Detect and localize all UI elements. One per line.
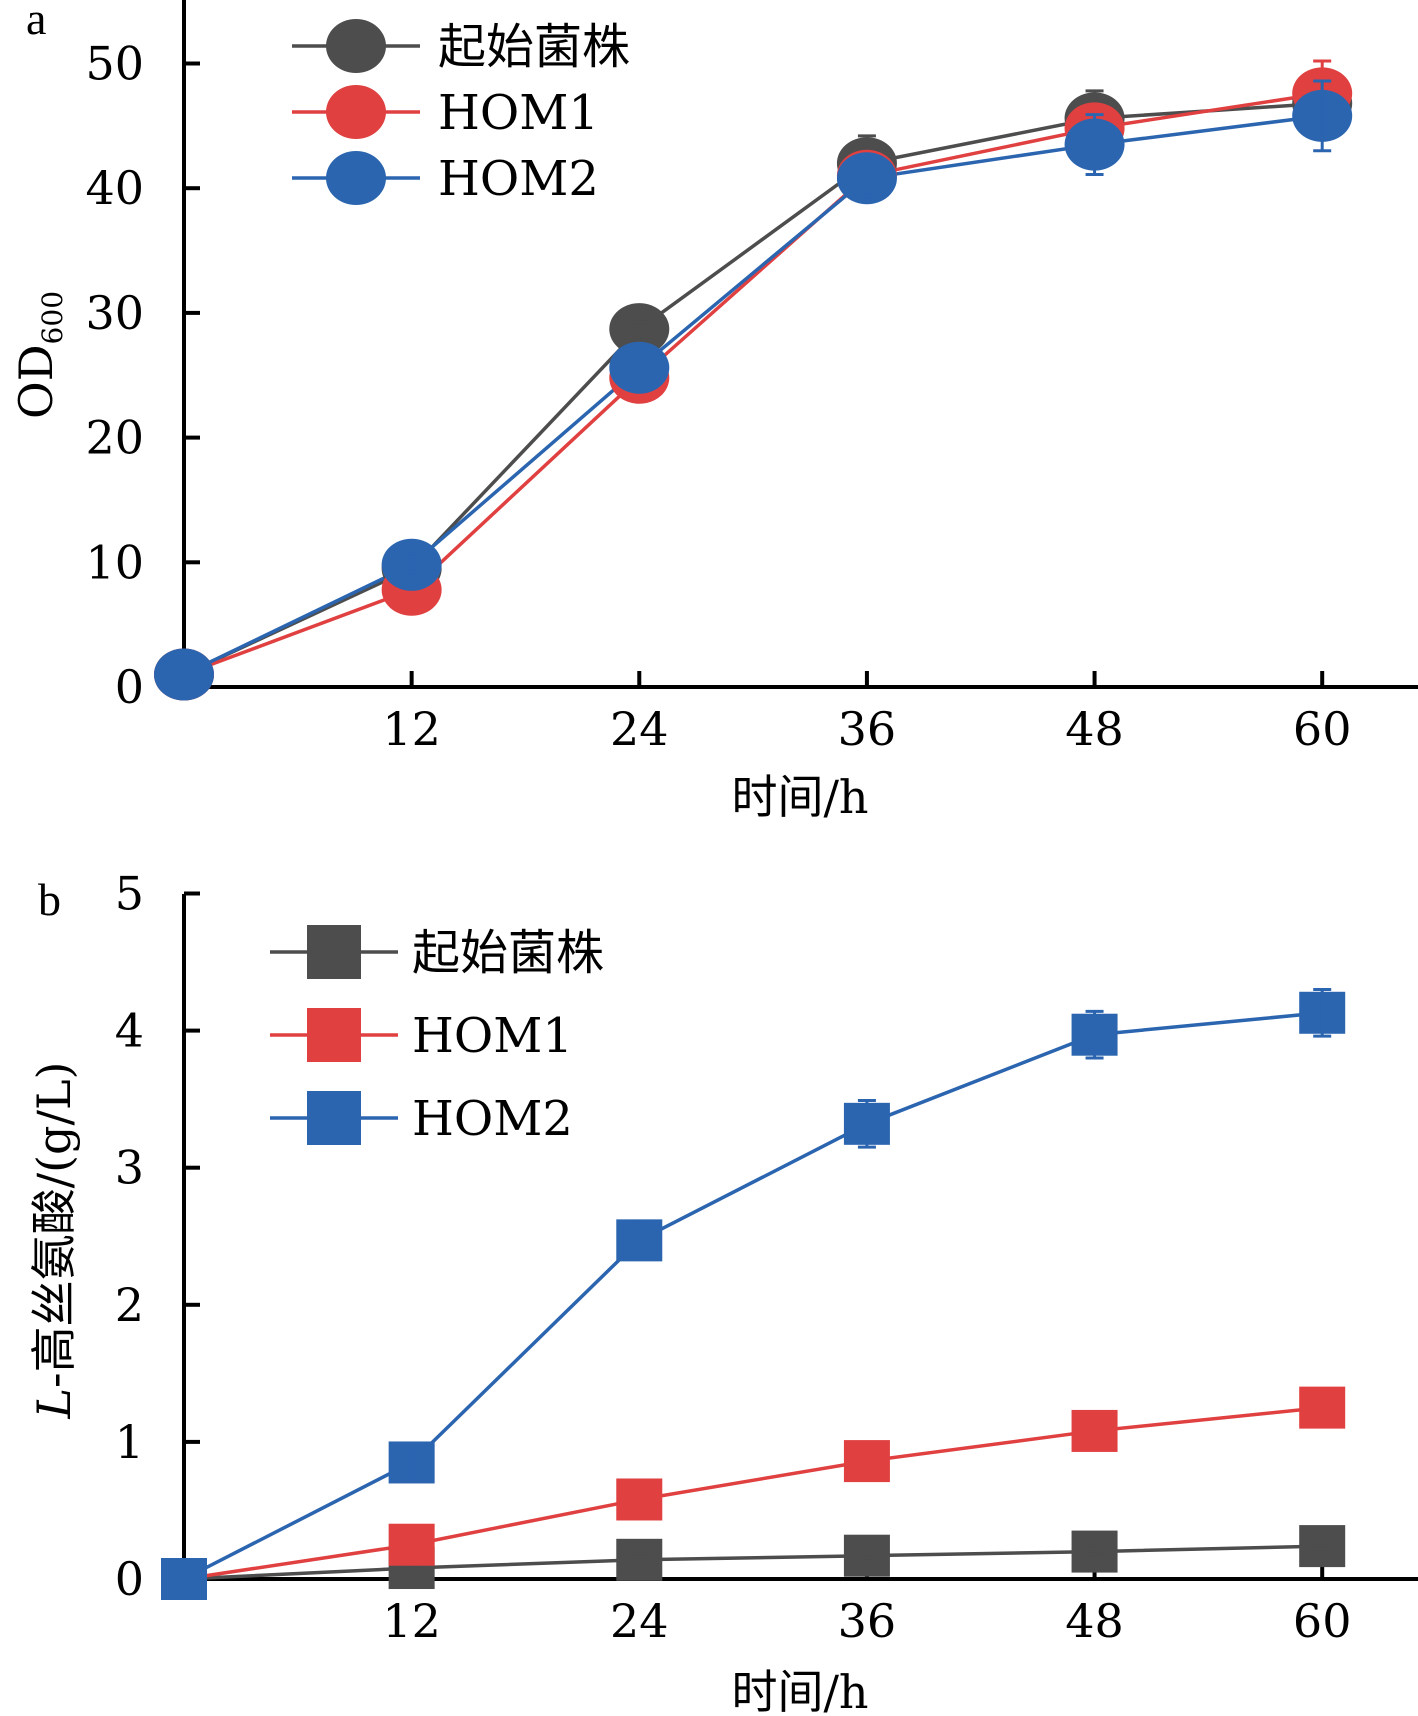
panel-b-error-bar bbox=[630, 1555, 649, 1565]
legend-marker-circle bbox=[326, 19, 386, 73]
legend-marker-circle bbox=[326, 151, 386, 205]
panel-b-error-bar bbox=[402, 1539, 421, 1551]
panel-a-series-line-1 bbox=[183, 91, 1323, 677]
panel-b-ylabel: L-高丝氨酸/(g/L) bbox=[27, 1062, 81, 1420]
panel-b-error-bar bbox=[1313, 1541, 1332, 1551]
panel-a-error-bar bbox=[402, 555, 421, 574]
svg-text:OD600: OD600 bbox=[9, 291, 69, 419]
panel-b-ytick-label: 2 bbox=[115, 1278, 144, 1332]
legend-label: HOM1 bbox=[438, 85, 599, 141]
panel-b-error-bar bbox=[857, 1099, 876, 1149]
panel-b-legend-item: HOM1 bbox=[270, 1008, 573, 1064]
legend-label: HOM2 bbox=[412, 1091, 573, 1147]
panel-a-xtick-label: 36 bbox=[838, 702, 897, 756]
panel-a-error-bar bbox=[857, 159, 876, 198]
panel-b-ytick-label: 3 bbox=[115, 1141, 144, 1195]
legend-marker-square bbox=[307, 1091, 361, 1145]
panel-a-xtick-label: 48 bbox=[1065, 702, 1124, 756]
panel-b-error-bar bbox=[1085, 1009, 1104, 1060]
panel-b-error-bar bbox=[1313, 1399, 1332, 1416]
panel-b-error-bar bbox=[1085, 1547, 1104, 1556]
panel-a-ytick-label: 20 bbox=[85, 411, 144, 465]
panel-b-series-line-0 bbox=[183, 1544, 1323, 1581]
svg-text:L-高丝氨酸/(g/L): L-高丝氨酸/(g/L) bbox=[27, 1062, 81, 1420]
panel-b-error-bar bbox=[630, 1219, 649, 1262]
panel-b-legend-item: 起始菌株 bbox=[270, 925, 604, 981]
panel-b-error-bar bbox=[1085, 1421, 1104, 1441]
panel-a-error-bar bbox=[175, 670, 193, 679]
panel-a-legend-item: HOM1 bbox=[292, 85, 599, 141]
panel-b-legend: 起始菌株 HOM1 HOM2 bbox=[270, 925, 604, 1147]
panel-a-error-bar bbox=[630, 320, 649, 339]
legend-label: 起始菌株 bbox=[412, 925, 604, 981]
legend-label: HOM1 bbox=[412, 1008, 573, 1064]
panel-b-error-bar bbox=[402, 1444, 421, 1481]
panel-a-xtick-label: 24 bbox=[610, 702, 669, 756]
panel-a-label: a bbox=[26, 0, 46, 44]
legend-marker-circle bbox=[326, 85, 386, 139]
panel-a-error-bar bbox=[630, 358, 649, 377]
panel-a-xtick-label: 12 bbox=[382, 702, 441, 756]
panel-b-ytick-label: 0 bbox=[115, 1552, 144, 1606]
panel-a-error-bar bbox=[1313, 79, 1332, 153]
panel-a-legend-item: HOM2 bbox=[292, 151, 599, 207]
panel-b-xtick-label: 24 bbox=[610, 1594, 669, 1648]
panel-b-ytick-label: 1 bbox=[115, 1415, 144, 1469]
panel-a-ytick-label: 30 bbox=[85, 286, 144, 340]
panel-b-label: b bbox=[38, 874, 61, 925]
panel-b-xtick-label: 12 bbox=[382, 1594, 441, 1648]
panel-a-ytick-label: 0 bbox=[115, 660, 144, 714]
panel-b-xtick-label: 36 bbox=[838, 1594, 897, 1648]
panel-b-ytick-label: 5 bbox=[115, 867, 144, 921]
panel-b-xtick-label: 48 bbox=[1065, 1594, 1124, 1648]
panel-b-series-line-1 bbox=[183, 1405, 1323, 1581]
panel-a-ylabel: OD600 bbox=[9, 291, 69, 419]
panel-b-point bbox=[161, 1558, 207, 1600]
legend-label: 起始菌株 bbox=[438, 19, 630, 75]
panel-a-ylabel-main: OD bbox=[9, 344, 63, 419]
panel-b-error-bar bbox=[857, 1551, 876, 1560]
panel-a-plot: 0 10 20 30 40 50 12 24 36 48 60 起始菌株 HOM1 HOM2 bbox=[85, 0, 1418, 756]
panel-b-error-bar bbox=[1313, 987, 1332, 1038]
panel-a-xlabel: 时间/h bbox=[731, 770, 868, 824]
panel-a-legend: 起始菌株 HOM1 HOM2 bbox=[292, 19, 630, 207]
panel-a-xtick-label: 60 bbox=[1293, 702, 1352, 756]
panel-b-series-line-2 bbox=[183, 1011, 1323, 1581]
legend-label: HOM2 bbox=[438, 151, 599, 207]
panel-b-xlabel: 时间/h bbox=[731, 1665, 868, 1716]
panel-a-error-bar bbox=[1085, 113, 1104, 176]
panel-b-error-bar bbox=[857, 1454, 876, 1469]
panel-a-ytick-label: 10 bbox=[85, 535, 144, 589]
panel-b-ylabel-main: -高丝氨酸/(g/L) bbox=[27, 1062, 81, 1388]
panel-a-series-line-2 bbox=[183, 114, 1323, 677]
panel-a-legend-item: 起始菌株 bbox=[292, 19, 630, 75]
panel-b-error-bar bbox=[630, 1492, 649, 1507]
legend-marker-square bbox=[307, 925, 361, 979]
panel-a-ytick-label: 50 bbox=[85, 37, 144, 91]
legend-marker-square bbox=[307, 1008, 361, 1062]
panel-a-ytick-label: 40 bbox=[85, 161, 144, 215]
panel-b-xtick-label: 60 bbox=[1293, 1594, 1352, 1648]
panel-a-series-line-0 bbox=[183, 101, 1323, 677]
panel-b-ytick-label: 4 bbox=[115, 1004, 144, 1058]
panel-b-ylabel-italic: L bbox=[27, 1388, 81, 1420]
panel-a-ylabel-sub: 600 bbox=[36, 291, 69, 344]
panel-b-legend-item: HOM2 bbox=[270, 1091, 573, 1147]
